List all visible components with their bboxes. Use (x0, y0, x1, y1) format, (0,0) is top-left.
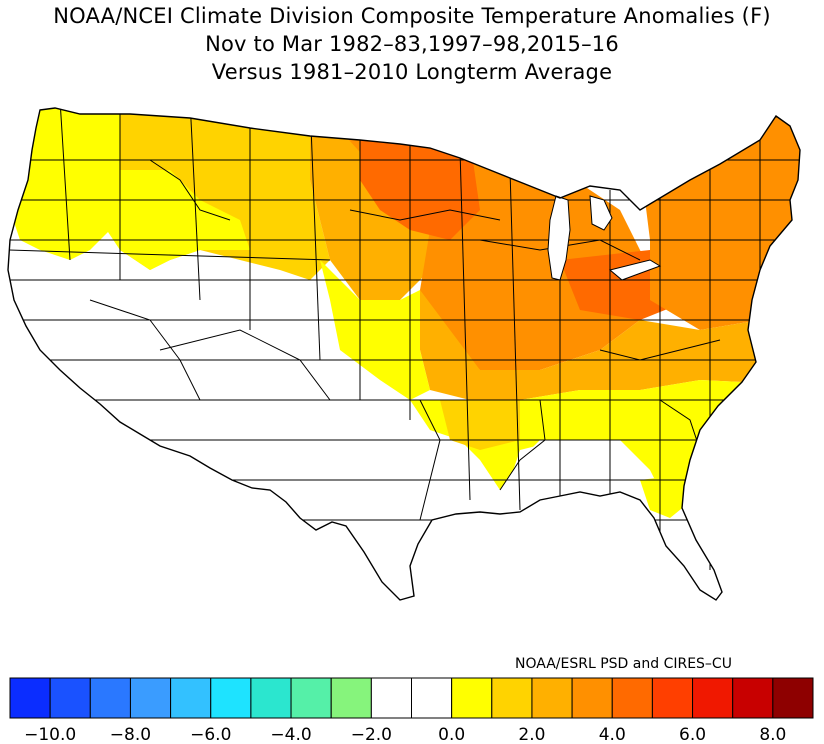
title-line-1: NOAA/NCEI Climate Division Composite Tem… (53, 4, 771, 28)
region-idaho-interior (90, 170, 250, 270)
color-swatch (411, 677, 453, 719)
colorbar-tick-label: 6.0 (679, 725, 706, 744)
lake-huron (589, 195, 613, 231)
map-title: NOAA/NCEI Climate Division Composite Tem… (0, 2, 824, 86)
color-swatch (692, 677, 734, 719)
us-climate-division-map (7, 107, 801, 601)
credit-text: NOAA/ESRL PSD and CIRES–CU (515, 656, 732, 672)
us-outline (7, 107, 801, 601)
color-swatch (531, 677, 573, 719)
region-minnesota-north (360, 140, 480, 240)
color-swatch (732, 677, 774, 719)
colorbar-tick-label: 0.0 (438, 725, 465, 744)
lake-michigan (547, 195, 571, 281)
color-swatch (210, 677, 252, 719)
region-mid-atlantic (420, 290, 760, 400)
region-arklatex (440, 400, 520, 450)
color-swatch (772, 677, 814, 719)
colorbar-tick-label: −6.0 (190, 725, 231, 744)
color-swatch (611, 677, 653, 719)
color-swatch (290, 677, 332, 719)
color-swatch (370, 677, 413, 719)
colorbar-tick-label: 4.0 (599, 725, 626, 744)
color-swatch (49, 677, 91, 719)
region-central-plains (320, 260, 430, 400)
color-swatch (451, 677, 493, 719)
color-swatch (250, 677, 292, 719)
region-deep-south (510, 440, 640, 495)
color-swatch (571, 677, 613, 719)
colorbar-tick-label: 2.0 (518, 725, 545, 744)
colorbar-tick-label: −10.0 (24, 725, 76, 744)
color-swatch (330, 677, 372, 719)
colorbar-tick-label: −8.0 (110, 725, 151, 744)
region-north-florida (640, 475, 686, 518)
color-swatch (129, 677, 172, 719)
color-scale-legend: −10.0−8.0−6.0−4.0−2.00.02.04.06.08.010.0 (9, 677, 814, 744)
title-line-3: Versus 1981–2010 Longterm Average (211, 60, 613, 84)
region-northeast (640, 108, 800, 330)
color-swatch (651, 677, 694, 719)
color-swatch (9, 677, 51, 719)
colorbar-tick-label: 8.0 (759, 725, 786, 744)
color-swatch (491, 677, 533, 719)
lake-erie (608, 259, 662, 281)
color-swatch (89, 677, 131, 719)
title-line-2: Nov to Mar 1982–83,1997–98,2015–16 (205, 32, 619, 56)
color-swatch (170, 677, 212, 719)
colorbar-tick-label: −2.0 (351, 725, 392, 744)
colorbar-tick-label: −4.0 (270, 725, 311, 744)
